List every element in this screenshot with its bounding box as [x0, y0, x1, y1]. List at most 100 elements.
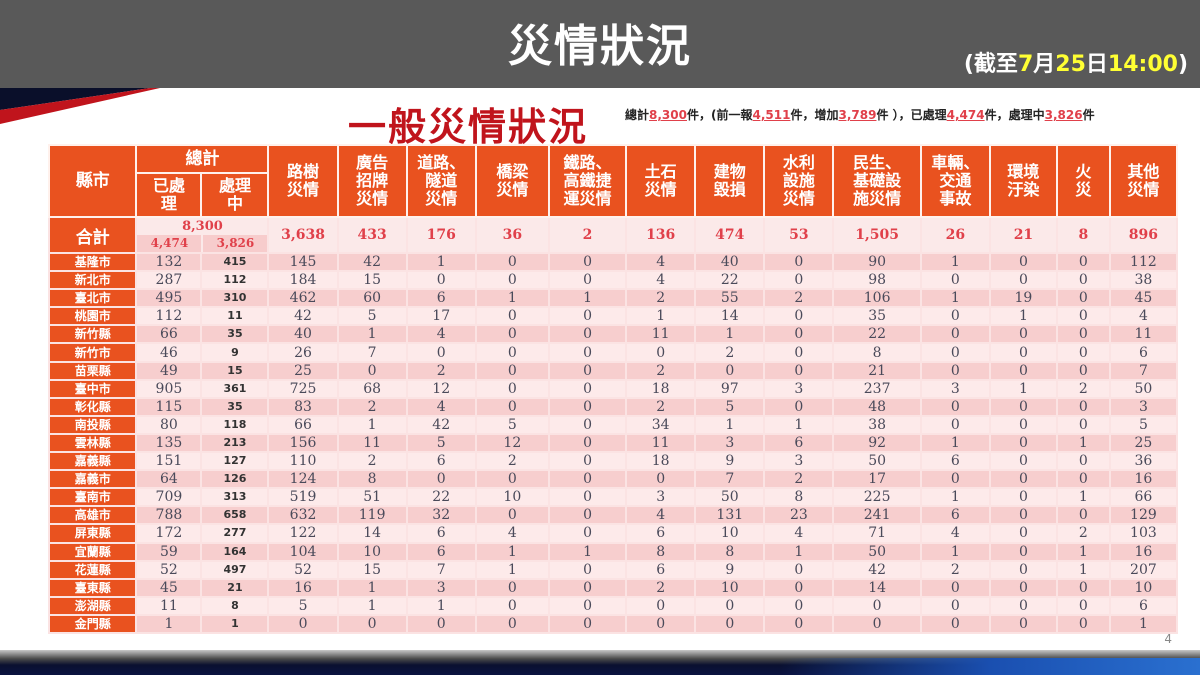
total-value: 474: [694, 216, 766, 254]
value-cell: 2: [625, 288, 697, 309]
value-cell: 0: [405, 613, 477, 634]
value-cell: 90: [832, 251, 922, 273]
value-cell: 0: [547, 613, 628, 634]
total-count: 8,300: [649, 108, 687, 122]
value-cell: 1: [405, 251, 477, 273]
county-name: 花蓮縣: [47, 559, 138, 580]
value-cell: 4: [919, 523, 991, 544]
value-cell: 50: [694, 487, 766, 508]
value-cell: 22: [832, 324, 922, 345]
header-col: 土石 災情: [625, 144, 697, 218]
processed-cell: 135: [135, 432, 203, 454]
value-cell: 0: [919, 595, 991, 616]
value-cell: 1: [336, 595, 408, 616]
table-row: 桃園市 112 11 42 5 17 0 0 1 14 0 35 0 1 0 4: [47, 306, 1179, 327]
value-cell: 15: [336, 270, 408, 291]
value-cell: 0: [267, 613, 339, 634]
value-cell: 2: [763, 288, 835, 309]
summary-line: 總計8,300件，(前一報4,511件，增加3,789件 ），已處理4,474件…: [625, 108, 1095, 122]
processed-cell: 52: [135, 559, 203, 580]
value-cell: 4: [763, 523, 835, 544]
processed-cell: 80: [135, 414, 203, 435]
value-cell: 68: [336, 378, 408, 399]
value-cell: 1: [919, 432, 991, 454]
value-cell: 0: [919, 469, 991, 490]
total-value: 36: [474, 216, 550, 254]
table-row: 宜蘭縣 59 164 104 10 6 1 1 8 8 1 50 1 0 1 16: [47, 541, 1179, 562]
value-cell: 1: [694, 414, 766, 435]
value-cell: 66: [1108, 487, 1179, 508]
value-cell: 131: [694, 505, 766, 526]
processed-cell: 66: [135, 324, 203, 345]
total-processing: 3,826: [203, 235, 267, 251]
value-cell: 38: [1108, 270, 1179, 291]
value-cell: 2: [405, 360, 477, 381]
value-cell: 2: [1055, 378, 1111, 399]
value-cell: 8: [763, 487, 835, 508]
value-cell: 6: [763, 432, 835, 454]
value-cell: 4: [625, 505, 697, 526]
processed-cell: 59: [135, 541, 203, 562]
processing-cell: 9: [200, 342, 270, 363]
value-cell: 237: [832, 378, 922, 399]
value-cell: 1: [694, 324, 766, 345]
total-value: 3,638: [267, 216, 339, 254]
value-cell: 0: [763, 306, 835, 327]
value-cell: 462: [267, 288, 339, 309]
value-cell: 0: [474, 306, 550, 327]
processing-cell: 497: [200, 559, 270, 580]
value-cell: 0: [474, 577, 550, 598]
header-col: 車輛、 交通 事故: [919, 144, 991, 218]
value-cell: 5: [694, 396, 766, 417]
value-cell: 11: [625, 432, 697, 454]
value-cell: 156: [267, 432, 339, 454]
header-total-group: 總計: [135, 144, 270, 174]
value-cell: 6: [919, 505, 991, 526]
value-cell: 0: [336, 360, 408, 381]
value-cell: 0: [1055, 360, 1111, 381]
value-cell: 1: [1055, 559, 1111, 580]
value-cell: 0: [405, 270, 477, 291]
value-cell: 0: [988, 360, 1058, 381]
county-name: 彰化縣: [47, 396, 138, 417]
as-of-date: (截至7月25日14:00): [963, 52, 1188, 77]
value-cell: 0: [474, 613, 550, 634]
value-cell: 17: [405, 306, 477, 327]
value-cell: 45: [1108, 288, 1179, 309]
increase-count: 3,789: [838, 108, 877, 122]
header-col: 水利 設施 災情: [763, 144, 835, 218]
processed-cell: 45: [135, 577, 203, 598]
value-cell: 0: [919, 396, 991, 417]
table-row: 新北市 287 112 184 15 0 0 0 4 22 0 98 0 0 0 38: [47, 270, 1179, 291]
value-cell: 0: [625, 342, 697, 363]
value-cell: 14: [694, 306, 766, 327]
processing-cell: 164: [200, 541, 270, 562]
value-cell: 1: [763, 414, 835, 435]
value-cell: 2: [625, 396, 697, 417]
value-cell: 0: [547, 487, 628, 508]
header-col: 路樹 災情: [267, 144, 339, 218]
value-cell: 17: [832, 469, 922, 490]
value-cell: 0: [988, 577, 1058, 598]
processed-cell: 115: [135, 396, 203, 417]
value-cell: 519: [267, 487, 339, 508]
value-cell: 48: [832, 396, 922, 417]
value-cell: 8: [832, 342, 922, 363]
value-cell: 1: [474, 288, 550, 309]
value-cell: 0: [988, 270, 1058, 291]
value-cell: 0: [988, 559, 1058, 580]
table-row: 臺東縣 45 21 16 1 3 0 0 2 10 0 14 0 0 0 10: [47, 577, 1179, 598]
value-cell: 0: [405, 342, 477, 363]
value-cell: 3: [763, 378, 835, 399]
value-cell: 0: [832, 595, 922, 616]
value-cell: 0: [625, 595, 697, 616]
county-name: 臺東縣: [47, 577, 138, 598]
table-row: 臺南市 709 313 519 51 22 10 0 3 50 8 225 1 0 1 66: [47, 487, 1179, 508]
county-name: 屏東縣: [47, 523, 138, 544]
value-cell: 12: [474, 432, 550, 454]
value-cell: 25: [1108, 432, 1179, 454]
processing-cell: 277: [200, 523, 270, 544]
value-cell: 1: [1055, 432, 1111, 454]
processed-cell: 151: [135, 451, 203, 472]
value-cell: 207: [1108, 559, 1179, 580]
